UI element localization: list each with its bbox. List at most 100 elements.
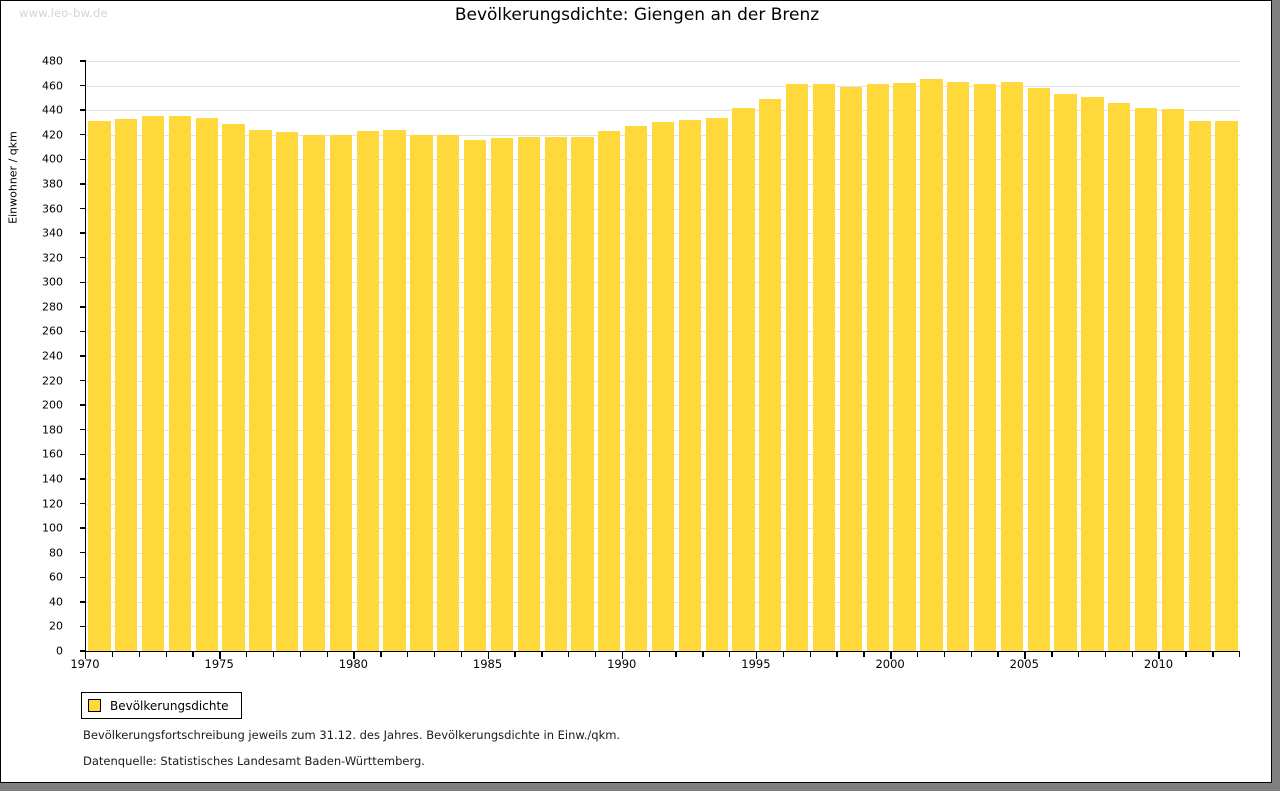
bar[interactable] — [115, 118, 138, 651]
bar[interactable] — [1027, 88, 1050, 651]
y-axis-tick-label: 180 — [42, 423, 63, 437]
plot-area — [80, 60, 1240, 652]
y-axis-tick-label: 220 — [42, 374, 63, 388]
x-axis-tick — [702, 652, 704, 657]
bar[interactable] — [249, 129, 272, 651]
y-axis-tick-label: 260 — [42, 324, 63, 338]
bar[interactable] — [464, 139, 487, 651]
bar[interactable] — [893, 83, 916, 651]
x-axis-tick — [916, 652, 919, 657]
bar[interactable] — [222, 123, 245, 651]
y-axis-tick-label: 360 — [42, 202, 63, 215]
x-axis-tick-label: 2000 — [875, 657, 905, 671]
bar[interactable] — [920, 79, 943, 651]
x-axis-tick-labels: 1970 1975 1980 1985 1990 1995 2000 2005 2010 — [1, 657, 1273, 677]
bar[interactable] — [839, 86, 862, 651]
y-axis-tick — [80, 404, 86, 406]
x-axis-tick — [890, 652, 892, 659]
bar[interactable] — [544, 137, 567, 651]
y-axis-tick — [80, 60, 86, 62]
y-axis-tick — [80, 650, 86, 652]
bar[interactable] — [276, 132, 299, 651]
bar[interactable] — [625, 126, 648, 651]
x-axis-tick — [1212, 652, 1214, 657]
y-axis-tick — [80, 281, 86, 283]
y-axis-tick — [80, 478, 86, 480]
bar[interactable] — [490, 138, 514, 651]
bar[interactable] — [383, 129, 406, 651]
bar[interactable] — [598, 131, 621, 651]
bar[interactable] — [812, 84, 836, 651]
bar[interactable] — [329, 134, 353, 651]
grid-line — [86, 110, 1240, 112]
grid-line — [86, 61, 1240, 62]
y-axis-tick-label: 480 — [42, 54, 63, 68]
bar[interactable] — [651, 122, 675, 651]
x-axis-tick-label: 1985 — [472, 657, 503, 671]
x-axis-tick — [675, 652, 677, 657]
y-axis-tick-label: 140 — [42, 472, 63, 486]
bar[interactable] — [1188, 121, 1211, 651]
y-axis-tick-label: 460 — [42, 79, 63, 93]
bar[interactable] — [786, 84, 809, 651]
bar[interactable] — [302, 134, 326, 651]
bar[interactable] — [732, 107, 755, 651]
x-axis-tick — [970, 652, 973, 657]
y-axis-tick-label: 120 — [42, 497, 63, 510]
bar[interactable] — [356, 131, 379, 651]
y-axis-tick — [80, 502, 86, 505]
bar[interactable] — [866, 84, 889, 651]
bar[interactable] — [1134, 107, 1158, 651]
bar[interactable] — [88, 121, 111, 651]
y-axis-tick — [80, 306, 86, 308]
x-axis-tick — [1104, 652, 1107, 657]
x-axis-tick — [568, 652, 570, 657]
bar[interactable] — [705, 117, 728, 651]
legend-swatch-icon — [88, 699, 101, 712]
footnote-source: Datenquelle: Statistisches Landesamt Bad… — [83, 754, 425, 768]
x-axis-tick — [299, 652, 302, 657]
y-axis-tick — [80, 109, 86, 111]
y-axis-tick-label: 200 — [42, 398, 63, 412]
y-axis-tick-label: 160 — [42, 447, 63, 461]
bar[interactable] — [947, 81, 970, 651]
y-axis-tick — [80, 183, 86, 185]
bar[interactable] — [759, 99, 782, 651]
bar[interactable] — [195, 117, 218, 651]
x-axis-tick — [729, 652, 731, 657]
chart-legend[interactable]: Bevölkerungsdichte — [81, 692, 242, 719]
y-axis-tick-label: 380 — [42, 177, 63, 191]
x-axis-tick — [165, 652, 167, 657]
x-axis-tick-label: 2005 — [1009, 657, 1039, 671]
x-axis-tick — [1077, 652, 1080, 657]
bar[interactable] — [1054, 94, 1077, 651]
bar[interactable] — [571, 137, 594, 651]
y-axis-tick-label: 280 — [42, 300, 63, 314]
y-axis-tick-label: 100 — [42, 521, 63, 535]
y-axis-tick — [80, 330, 86, 333]
bar[interactable] — [1000, 81, 1023, 651]
y-axis-tick — [80, 625, 86, 628]
bar[interactable] — [1081, 96, 1104, 651]
x-axis-tick — [809, 652, 811, 657]
bar[interactable] — [168, 116, 192, 651]
x-axis-tick-label: 1990 — [607, 657, 637, 671]
bar[interactable] — [1215, 121, 1238, 651]
bar[interactable] — [973, 84, 997, 651]
bar[interactable] — [141, 116, 165, 651]
bar[interactable] — [1161, 108, 1185, 651]
y-axis-tick — [80, 429, 86, 431]
bar[interactable] — [1108, 102, 1131, 651]
x-axis-tick — [433, 652, 436, 657]
y-axis-tick — [80, 158, 86, 161]
x-axis-tick — [863, 652, 865, 657]
bar[interactable] — [517, 137, 540, 651]
x-axis-tick — [85, 652, 87, 659]
bar[interactable] — [437, 134, 460, 651]
x-axis-tick-label: 1980 — [338, 657, 368, 671]
bar[interactable] — [410, 134, 433, 651]
x-axis-tick — [138, 652, 141, 657]
bar[interactable] — [678, 120, 701, 651]
